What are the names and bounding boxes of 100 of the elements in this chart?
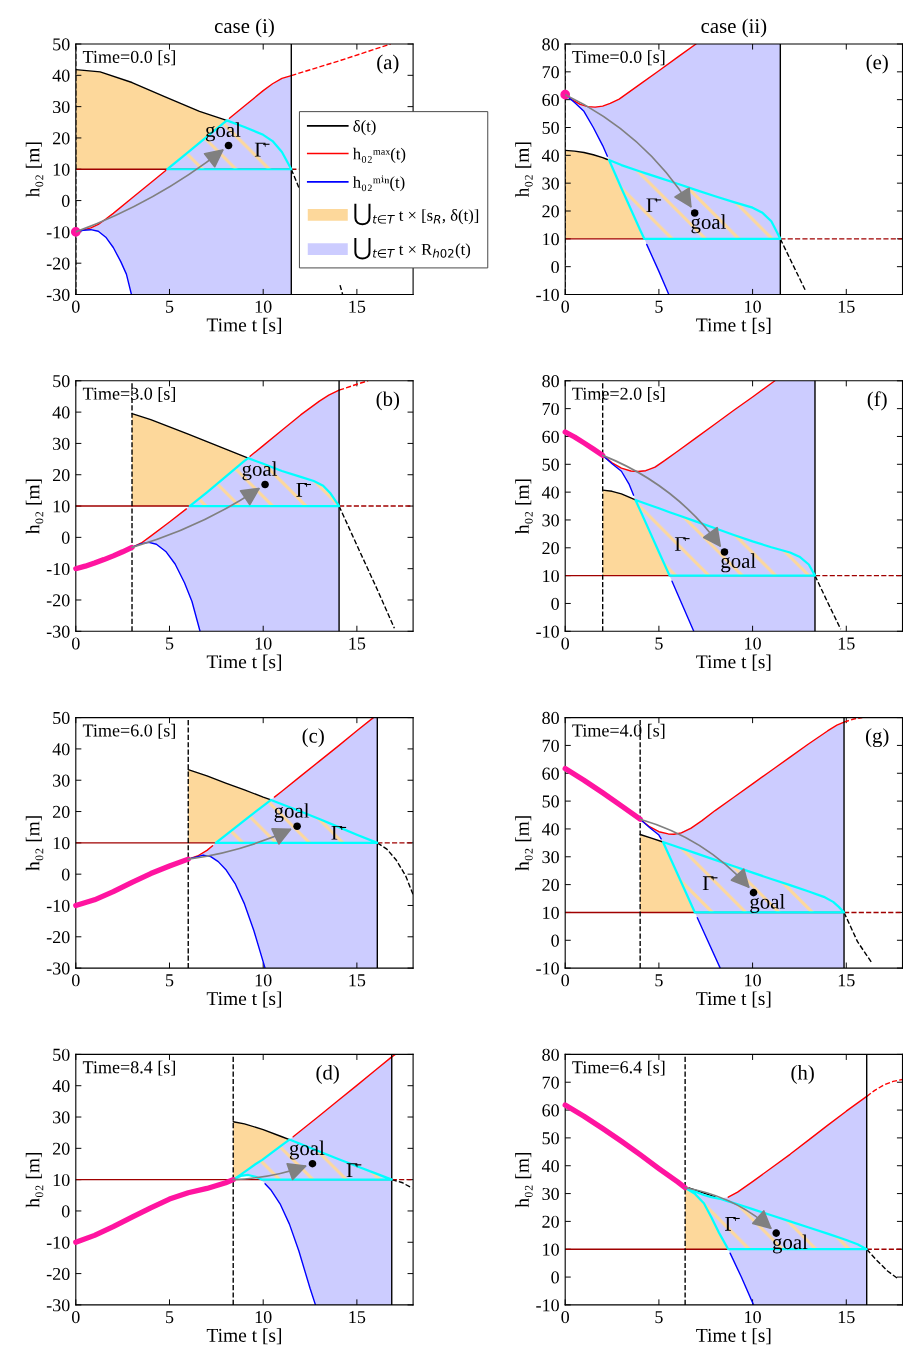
y-tick-label: -30 — [46, 625, 70, 638]
y-tick-label: 30 — [542, 1187, 559, 1201]
y-tick-label: -20 — [46, 594, 70, 607]
y-tick-label: 60 — [542, 767, 559, 780]
y-tick-label: 10 — [543, 1243, 559, 1256]
y-tick-label: 30 — [542, 851, 559, 864]
y-tick-label: -10 — [46, 1236, 70, 1249]
y-tick-label: 0 — [551, 260, 559, 274]
y-tick-label: 20 — [52, 1142, 70, 1155]
y-tick-label: 40 — [52, 69, 70, 82]
y-tick-label: -10 — [46, 562, 70, 576]
annotation: Time=0.0 [s] — [572, 50, 665, 66]
y-axis-title: h₀₂ [m] — [25, 1152, 44, 1208]
annotation: (a) — [377, 54, 399, 74]
annotation: goal — [242, 461, 278, 481]
annotation: goal — [721, 553, 756, 573]
x-tick-label: 15 — [838, 1311, 855, 1324]
y-axis-title: h₀₂ [m] — [25, 816, 44, 871]
x-tick-label: 10 — [745, 1310, 761, 1324]
y-tick-label: 80 — [542, 38, 559, 51]
legend-label: ⋃$_{t∈T}$ t × [s$_{R}$, δ(t)] — [354, 203, 479, 226]
chart-title: case (i) — [214, 18, 274, 38]
x-tick-label: 5 — [166, 300, 174, 313]
y-tick-label: 10 — [53, 1173, 70, 1187]
annotation: Γ̄ — [296, 483, 311, 497]
annotation: Γ̄ — [254, 142, 270, 157]
x-tick-label: 5 — [166, 637, 174, 650]
y-tick-label: 50 — [53, 375, 70, 388]
y-tick-label: -10 — [46, 899, 70, 912]
x-tick-label: 15 — [349, 1311, 366, 1324]
x-tick-label: 0 — [561, 974, 570, 987]
y-axis-title: h₀₂ [m] — [25, 479, 44, 534]
y-tick-label: 40 — [52, 1079, 70, 1093]
y-tick-label: -30 — [46, 962, 70, 975]
x-tick-label: 10 — [745, 300, 761, 313]
y-tick-label: 20 — [542, 878, 559, 892]
x-axis-title: Time t [s] — [696, 317, 771, 334]
x-tick-label: 15 — [349, 637, 366, 650]
x-axis-title: Time t [s] — [696, 654, 771, 671]
y-tick-label: 0 — [551, 597, 559, 610]
y-tick-label: -10 — [536, 625, 559, 638]
y-tick-label: -20 — [46, 257, 70, 270]
y-tick-label: -20 — [46, 1267, 70, 1281]
y-tick-label: 60 — [542, 430, 559, 443]
y-tick-label: 80 — [542, 375, 559, 388]
y-tick-label: 0 — [551, 1271, 559, 1284]
y-tick-label: 10 — [53, 837, 70, 850]
x-tick-label: 10 — [255, 974, 272, 987]
x-tick-label: 10 — [745, 974, 761, 987]
y-tick-label: 0 — [551, 934, 559, 947]
y-tick-label: 40 — [541, 486, 559, 499]
y-tick-label: 50 — [542, 458, 559, 471]
annotation: (d) — [316, 1064, 339, 1084]
annotation: Γ̄ — [346, 1163, 362, 1178]
annotation: Time=2.0 [s] — [572, 387, 665, 403]
legend-label: ⋃$_{t∈T}$ t × R$_{h02}$(t) — [354, 237, 471, 260]
x-tick-label: 0 — [561, 300, 570, 313]
y-tick-label: 30 — [53, 100, 70, 114]
x-axis-title: Time t [s] — [696, 991, 771, 1008]
x-tick-label: 0 — [71, 637, 80, 650]
y-tick-label: 80 — [542, 711, 559, 725]
annotation: (g) — [865, 728, 889, 748]
y-tick-label: -10 — [46, 226, 70, 239]
x-tick-label: 10 — [745, 637, 761, 650]
y-tick-label: 70 — [542, 739, 559, 752]
annotation: Γ̄ — [725, 1217, 740, 1231]
x-axis-title: Time t [s] — [206, 654, 281, 671]
y-tick-label: 20 — [52, 132, 70, 145]
annotation: goal — [274, 803, 310, 823]
y-tick-label: 60 — [542, 1104, 559, 1117]
y-tick-label: 50 — [542, 121, 559, 134]
y-tick-label: 30 — [53, 437, 70, 450]
x-tick-label: 0 — [71, 974, 80, 987]
x-tick-label: 10 — [255, 637, 272, 650]
y-tick-label: 0 — [61, 531, 70, 544]
y-tick-label: 70 — [542, 402, 559, 416]
y-tick-label: 10 — [543, 233, 559, 246]
y-tick-label: 20 — [52, 468, 70, 482]
y-tick-label: 30 — [542, 177, 559, 190]
x-tick-label: 0 — [71, 1310, 80, 1324]
annotation: (h) — [791, 1064, 814, 1084]
x-tick-label: 15 — [838, 300, 855, 313]
y-tick-label: 30 — [53, 1111, 70, 1124]
y-tick-label: -10 — [536, 288, 559, 301]
y-tick-label: 40 — [541, 823, 559, 836]
y-axis-title: h₀₂ [m] — [515, 479, 533, 534]
y-axis-title: h₀₂ [m] — [515, 816, 533, 871]
legend-label: δ(t) — [353, 119, 376, 136]
y-tick-label: 70 — [542, 66, 559, 79]
y-tick-label: 20 — [542, 205, 559, 218]
y-tick-label: 0 — [61, 1205, 70, 1218]
y-tick-label: 20 — [542, 542, 559, 555]
y-tick-label: 20 — [542, 1215, 559, 1228]
legend-label: h₀₂ᵐⁱⁿ(t) — [352, 175, 405, 192]
x-tick-label: 5 — [655, 637, 663, 650]
y-axis-title: h₀₂ [m] — [25, 142, 44, 198]
x-tick-label: 10 — [255, 1310, 272, 1324]
y-tick-label: -10 — [536, 962, 559, 975]
annotation: Time=4.0 [s] — [572, 723, 665, 739]
x-tick-label: 15 — [838, 974, 855, 987]
